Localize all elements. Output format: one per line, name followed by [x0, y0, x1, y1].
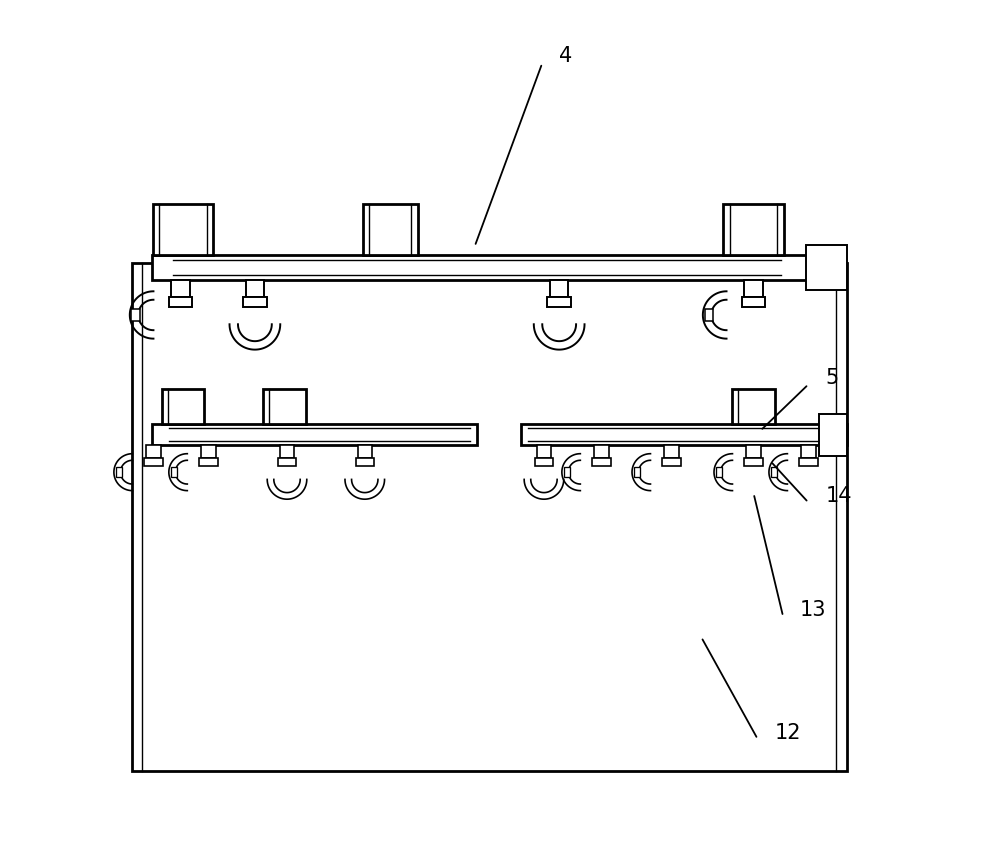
Text: 12: 12	[775, 722, 801, 743]
Bar	[594, 445, 609, 458]
Bar	[246, 281, 264, 297]
Bar	[169, 297, 192, 307]
Bar	[819, 414, 847, 456]
Bar	[744, 458, 763, 466]
Bar	[146, 445, 161, 458]
Bar	[662, 458, 681, 466]
Bar	[201, 445, 216, 458]
Text: 13: 13	[800, 600, 827, 620]
Bar	[116, 467, 122, 477]
Bar	[243, 297, 267, 307]
Bar	[171, 281, 190, 297]
Text: 4: 4	[559, 47, 572, 66]
Text: 14: 14	[825, 486, 852, 506]
Bar	[144, 458, 163, 466]
Bar	[278, 458, 296, 466]
Bar	[801, 445, 816, 458]
Bar	[363, 204, 418, 255]
Bar	[132, 264, 847, 771]
Bar	[723, 204, 784, 255]
Bar	[592, 458, 611, 466]
Bar	[705, 309, 713, 321]
Bar	[280, 445, 294, 458]
Text: 5: 5	[825, 367, 839, 388]
Bar	[171, 467, 177, 477]
Bar	[550, 281, 568, 297]
Bar	[799, 458, 818, 466]
Bar	[358, 445, 372, 458]
Bar	[742, 297, 765, 307]
Bar	[153, 204, 213, 255]
Bar	[356, 458, 374, 466]
Bar	[732, 388, 775, 424]
Bar	[263, 388, 306, 424]
Bar	[771, 467, 777, 477]
Bar	[131, 309, 140, 321]
Bar	[664, 445, 679, 458]
Bar	[199, 458, 218, 466]
Bar	[152, 255, 828, 281]
Bar	[716, 467, 722, 477]
Bar	[535, 458, 553, 466]
Bar	[746, 445, 761, 458]
Bar	[152, 424, 477, 445]
Bar	[521, 424, 847, 445]
Bar	[162, 388, 204, 424]
Bar	[547, 297, 571, 307]
Bar	[537, 445, 551, 458]
Bar	[634, 467, 640, 477]
Bar	[806, 245, 847, 291]
Bar	[564, 467, 570, 477]
Bar	[744, 281, 763, 297]
